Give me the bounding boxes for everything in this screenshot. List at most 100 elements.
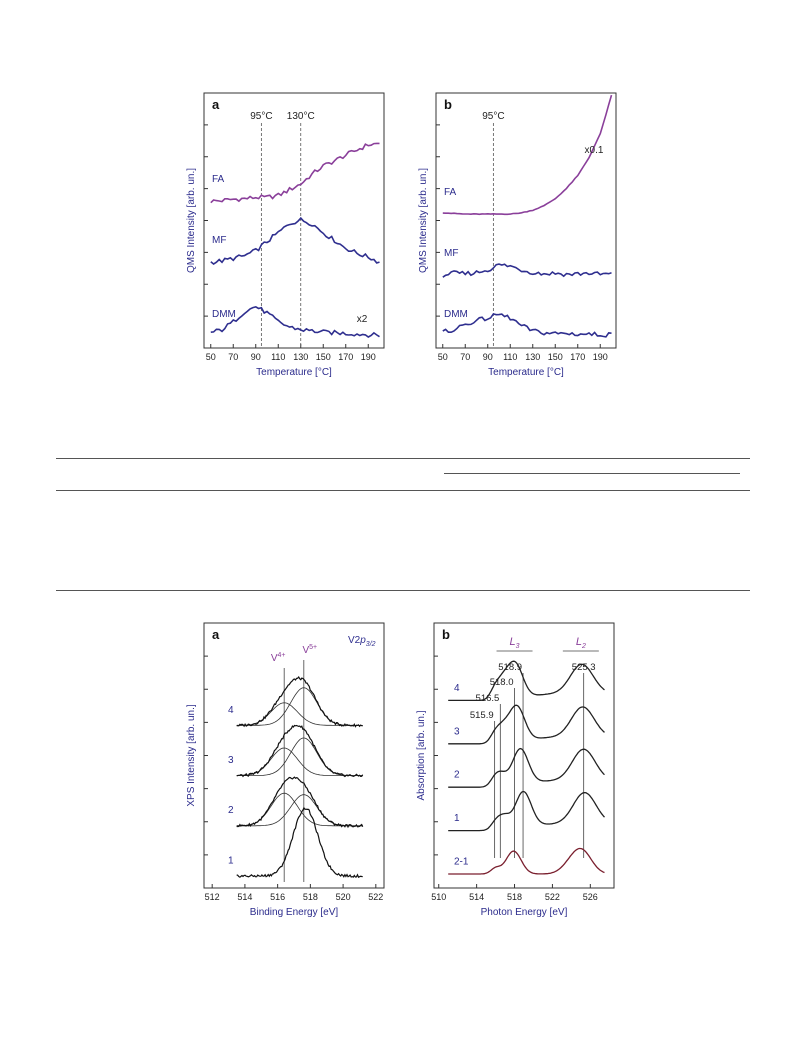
fit-component [236, 687, 363, 726]
marker-label: V4+ [271, 652, 286, 664]
panel-label: a [212, 97, 220, 112]
series-line-3 [448, 704, 605, 745]
x-tick-label: 510 [431, 892, 446, 902]
table-rule-bottom [56, 590, 750, 591]
series-line-2-1 [448, 847, 605, 875]
panel-note-v2p32: V2p3/2 [348, 635, 376, 648]
x-tick-label: 516 [270, 892, 285, 902]
x-tick-label: 512 [205, 892, 220, 902]
chart-nexafs-b-svg: 510 514 518 522 526 Photon Energy [eV] Absorpt… [416, 622, 615, 918]
chart-nexafs-b: 510 514 518 522 526 Photon Energy [eV] Absorpt… [408, 615, 628, 930]
chart-qms-a: 50 70 90 110 130 150 170 190 Temperature [°C] QMS… [178, 85, 398, 390]
x-tick-label: 130 [293, 352, 308, 362]
series-label-fa: FA [444, 187, 457, 198]
series-label-2-1: 2-1 [454, 856, 469, 867]
series-label-fa: FA [212, 174, 225, 185]
x-tick-label: 70 [460, 352, 470, 362]
edge-label: L3 [510, 636, 520, 650]
series-label-1: 1 [454, 813, 460, 824]
series-label-mf: MF [444, 248, 458, 259]
series-label-dmm: DMM [444, 309, 468, 320]
series-line-dmm [210, 306, 380, 338]
x-axis-label: Temperature [°C] [488, 367, 564, 378]
series-label-4: 4 [454, 683, 460, 694]
chart-qms-b-svg: 50 70 90 110 130 150 170 190 Temperature [°C] QMS… [418, 92, 617, 378]
x-tick-label: 90 [483, 352, 493, 362]
x-tick-label: 190 [593, 352, 608, 362]
x-axis-label: Binding Energy [eV] [250, 907, 339, 918]
series-line-1 [236, 806, 363, 879]
x-tick-label: 130 [525, 352, 540, 362]
fit-component [236, 794, 363, 827]
x-tick-label: 170 [570, 352, 585, 362]
scale-annotation: x0.1 [585, 145, 604, 156]
energy-marker-label: 525.3 [572, 662, 596, 673]
energy-marker-label: 515.9 [470, 710, 494, 721]
edge-label: L2 [576, 636, 586, 650]
x-axis-label: Photon Energy [eV] [481, 907, 568, 918]
panel-label: a [212, 627, 220, 642]
series-line-4 [448, 660, 605, 702]
fit-component [236, 737, 363, 776]
fit-component [236, 747, 363, 776]
x-tick-label: 50 [438, 352, 448, 362]
series-label-2: 2 [228, 805, 234, 816]
x-tick-label: 150 [548, 352, 563, 362]
series-label-dmm: DMM [212, 309, 236, 320]
x-tick-label: 522 [545, 892, 560, 902]
energy-marker-label: 518.9 [498, 662, 522, 673]
x-tick-label: 150 [316, 352, 331, 362]
series-line-2 [448, 747, 605, 788]
chart-xps-a: 512 514 516 518 520 522 Binding Energy [eV] XPS… [178, 615, 398, 930]
chart-qms-b: 50 70 90 110 130 150 170 190 Temperature [°C] QMS… [410, 85, 628, 390]
x-tick-label: 110 [503, 352, 517, 362]
series-line-1 [448, 790, 605, 832]
table-rule-sub [444, 473, 740, 474]
x-tick-label: 70 [228, 352, 238, 362]
energy-marker-label: 518.0 [490, 677, 514, 688]
x-tick-label: 520 [336, 892, 351, 902]
fit-component [236, 702, 363, 726]
series-label-3: 3 [454, 726, 460, 737]
temperature-annotation: 130°C [287, 111, 315, 122]
series-line-mf [210, 216, 380, 265]
x-tick-label: 526 [583, 892, 598, 902]
y-axis-label: QMS Intensity [arb. un.] [418, 168, 429, 273]
temperature-annotation: 95°C [250, 111, 272, 122]
panel-label: b [442, 627, 450, 642]
table-rule-top [56, 458, 750, 459]
x-tick-label: 514 [469, 892, 484, 902]
series-line-fa [442, 94, 613, 216]
series-line-3 [236, 724, 364, 778]
x-tick-label: 170 [338, 352, 353, 362]
series-line-mf [442, 263, 612, 278]
x-tick-label: 514 [237, 892, 252, 902]
energy-marker-label: 516.5 [476, 693, 500, 704]
marker-label: V5+ [302, 644, 317, 656]
temperature-annotation: 95°C [482, 111, 504, 122]
series-line-fa [210, 142, 380, 204]
scale-annotation: x2 [357, 314, 368, 325]
x-tick-label: 522 [368, 892, 383, 902]
series-label-2: 2 [454, 770, 460, 781]
chart-qms-a-svg: 50 70 90 110 130 150 170 190 Temperature [°C] QMS… [186, 92, 385, 378]
series-label-3: 3 [228, 755, 234, 766]
series-line-4 [236, 675, 363, 728]
series-line-dmm [442, 312, 612, 338]
x-tick-label: 50 [206, 352, 216, 362]
series-label-mf: MF [212, 235, 226, 246]
series-label-4: 4 [228, 705, 234, 716]
x-tick-label: 518 [303, 892, 318, 902]
series-line-2 [236, 776, 364, 829]
series-label-1: 1 [228, 855, 234, 866]
x-tick-label: 110 [271, 352, 285, 362]
panel-label: b [444, 97, 452, 112]
x-tick-label: 90 [251, 352, 261, 362]
y-axis-label: QMS Intensity [arb. un.] [186, 168, 197, 273]
y-axis-label: Absorption [arb. un.] [416, 710, 427, 800]
x-axis-label: Temperature [°C] [256, 367, 332, 378]
x-tick-label: 518 [507, 892, 522, 902]
table-rule-header [56, 490, 750, 491]
x-tick-label: 190 [361, 352, 376, 362]
y-axis-label: XPS Intensity [arb. un.] [186, 704, 197, 806]
